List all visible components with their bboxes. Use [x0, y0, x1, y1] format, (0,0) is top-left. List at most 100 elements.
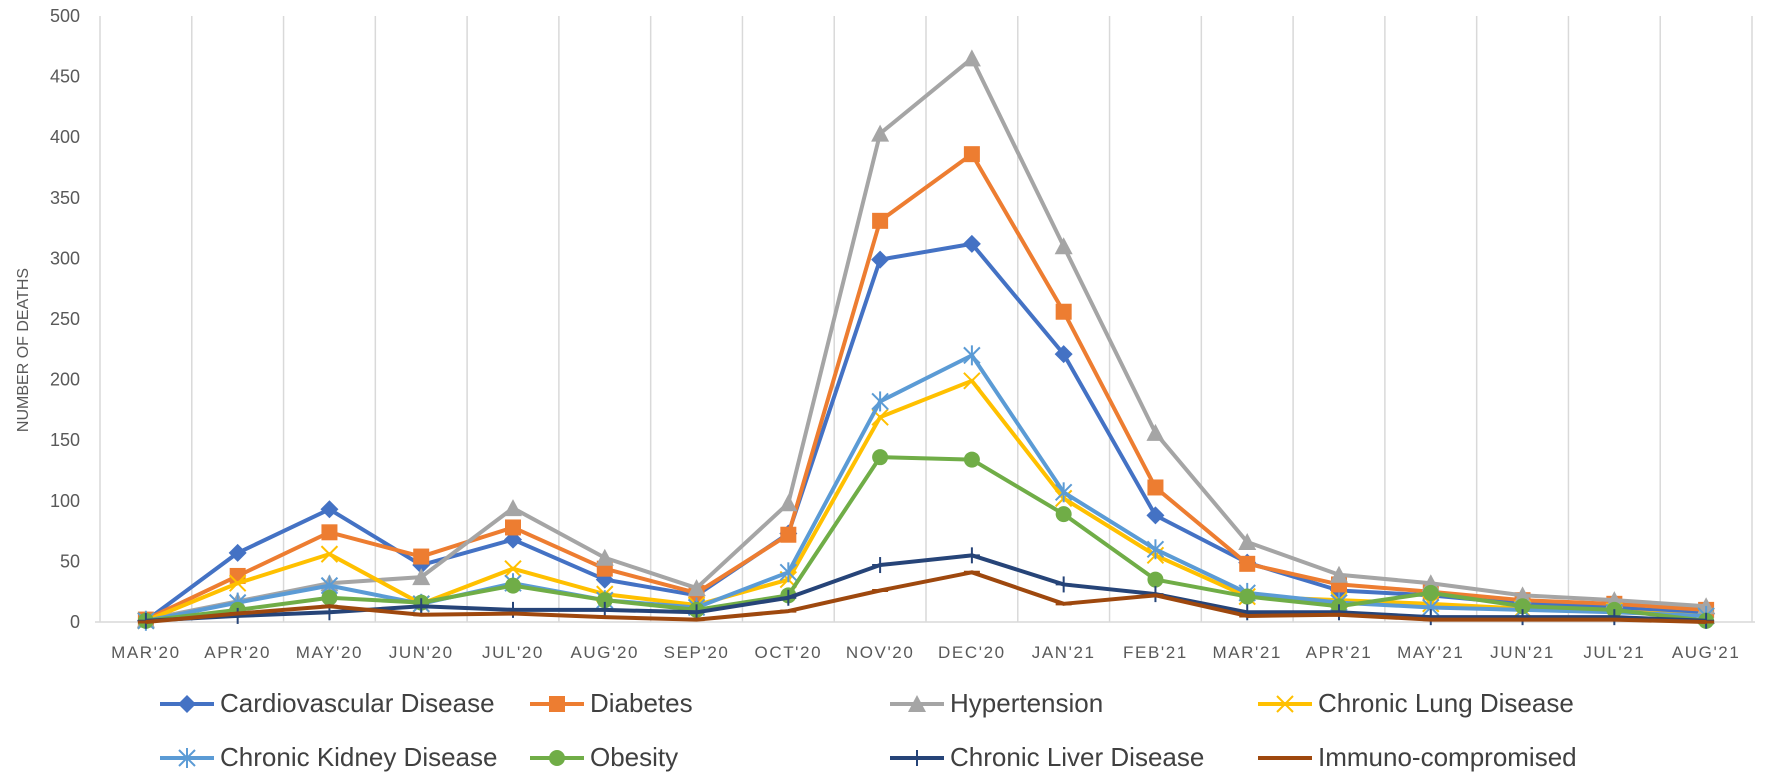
legend-marker [178, 695, 196, 713]
series-line-immuno-compromised [145, 570, 1707, 624]
x-tick-label: JUN'20 [389, 643, 454, 662]
data-point [504, 499, 522, 517]
y-tick-label: 350 [50, 188, 80, 208]
data-point [320, 500, 339, 519]
y-axis-ticks: 0 50 100 150 200 250 300 350 400 450 500 [50, 6, 80, 632]
x-tick-label: NOV'20 [846, 643, 915, 662]
x-tick-label: SEP'20 [664, 643, 730, 662]
data-point [1239, 588, 1256, 605]
data-point [872, 449, 889, 466]
x-tick-label: MAR'20 [111, 643, 181, 662]
legend-item-chronic-lung-disease: Chronic Lung Disease [1258, 688, 1574, 718]
y-tick-label: 100 [50, 491, 80, 511]
data-point [1146, 423, 1165, 441]
legend-label: Chronic Kidney Disease [220, 742, 497, 772]
legend-marker [178, 748, 196, 768]
y-tick-label: 0 [70, 612, 80, 632]
data-point [413, 598, 430, 615]
data-point [872, 557, 889, 574]
x-tick-label: AUG'21 [1672, 643, 1741, 662]
x-tick-label: OCT'20 [755, 643, 823, 662]
y-axis-title: NUMBER OF DEATHS [15, 268, 32, 432]
data-point [871, 391, 889, 412]
x-tick-label: JUL'21 [1583, 643, 1645, 662]
legend-label: Diabetes [590, 688, 693, 718]
data-point [779, 562, 798, 583]
y-tick-label: 50 [60, 551, 80, 571]
data-point [505, 577, 521, 594]
x-tick-label: FEB'21 [1123, 643, 1188, 662]
data-point [321, 524, 338, 541]
data-point [1146, 539, 1165, 560]
data-point [1054, 345, 1073, 364]
series-line-hypertension [145, 56, 1707, 622]
x-tick-label: JUN'21 [1490, 643, 1555, 662]
legend-item-chronic-liver-disease: Chronic Liver Disease [890, 742, 1204, 772]
y-tick-label: 400 [50, 127, 80, 147]
data-point [1330, 565, 1348, 583]
data-point [1146, 506, 1165, 525]
data-point [1422, 609, 1439, 626]
data-point [687, 579, 706, 597]
data-point [321, 589, 338, 606]
data-point [872, 212, 889, 229]
data-point [412, 568, 431, 586]
data-point [595, 548, 614, 566]
data-point [1331, 604, 1347, 621]
data-point [963, 372, 981, 390]
data-point [871, 124, 890, 142]
x-tick-label: MAY'21 [1397, 643, 1464, 662]
data-point [1054, 237, 1073, 255]
data-point [413, 548, 430, 565]
data-point [1239, 555, 1256, 572]
data-point [779, 494, 798, 512]
series-immuno-compromised [137, 570, 1715, 624]
data-point [1055, 506, 1072, 523]
data-point [1697, 597, 1716, 615]
y-tick-label: 150 [50, 430, 80, 450]
legend-label: Immuno-compromised [1318, 742, 1577, 772]
x-tick-label: MAR'21 [1212, 643, 1282, 662]
y-tick-label: 250 [50, 309, 80, 329]
x-tick-label: MAY'20 [296, 643, 363, 662]
data-point [1606, 609, 1623, 626]
x-tick-label: AUG'20 [570, 643, 639, 662]
legend-label: Chronic Liver Disease [950, 742, 1204, 772]
legend-item-immuno-compromised: Immuno-compromised [1258, 742, 1577, 772]
y-tick-label: 300 [50, 248, 80, 268]
legend-marker [908, 695, 926, 712]
data-point [1513, 586, 1532, 604]
x-tick-label: DEC'20 [938, 643, 1006, 662]
legend-item-diabetes: Diabetes [530, 688, 693, 718]
data-point [1422, 584, 1439, 601]
legend-label: Chronic Lung Disease [1318, 688, 1574, 718]
legend-label: Cardiovascular Disease [220, 688, 495, 718]
data-point [1514, 598, 1531, 615]
data-point [1514, 609, 1531, 626]
x-axis-ticks: MAR'20 APR'20 MAY'20 JUN'20 JUL'20 AUG'20 SEP'… [111, 643, 1741, 662]
y-tick-label: 500 [50, 6, 80, 26]
series-line-chronic-lung-disease [145, 378, 1707, 623]
legend-label: Hypertension [950, 688, 1103, 718]
data-point [963, 547, 980, 564]
data-point [963, 146, 980, 163]
data-point [228, 574, 247, 592]
data-point [1238, 533, 1257, 551]
series-line-chronic-liver-disease [145, 553, 1707, 623]
data-point [320, 545, 339, 563]
legend-item-hypertension: Hypertension [890, 688, 1103, 718]
data-point [504, 559, 522, 578]
data-point [963, 345, 981, 366]
legend-marker [549, 696, 565, 712]
legend-item-obesity: Obesity [530, 742, 678, 772]
data-point [1055, 576, 1072, 593]
legend-label: Obesity [590, 742, 678, 772]
data-point [1147, 571, 1164, 588]
data-point [871, 250, 890, 269]
data-point [1147, 479, 1164, 496]
data-point [596, 592, 613, 609]
data-point [505, 519, 521, 536]
legend-marker [549, 750, 565, 766]
legend: Cardiovascular Disease Diabetes Hypertensi… [160, 688, 1577, 772]
